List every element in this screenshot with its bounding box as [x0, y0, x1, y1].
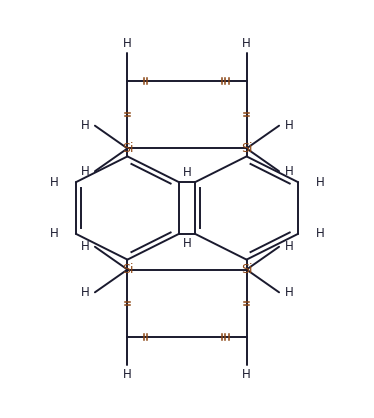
Text: Si: Si	[241, 142, 252, 155]
Text: H: H	[81, 165, 89, 178]
Text: H: H	[81, 286, 89, 299]
Text: H: H	[285, 286, 293, 299]
Text: H: H	[50, 227, 58, 240]
Text: Si: Si	[122, 142, 133, 155]
Text: H: H	[123, 37, 132, 50]
Text: H: H	[285, 165, 293, 178]
Text: H: H	[123, 368, 132, 381]
Text: H: H	[242, 37, 251, 50]
Text: Si: Si	[241, 263, 252, 276]
Text: H: H	[81, 119, 89, 132]
Text: H: H	[183, 166, 191, 179]
Text: H: H	[183, 237, 191, 250]
Text: H: H	[242, 368, 251, 381]
Text: H: H	[285, 240, 293, 253]
Text: H: H	[50, 176, 58, 189]
Text: H: H	[316, 176, 324, 189]
Text: H: H	[316, 227, 324, 240]
Text: H: H	[81, 240, 89, 253]
Text: Si: Si	[122, 263, 133, 276]
Text: H: H	[285, 119, 293, 132]
